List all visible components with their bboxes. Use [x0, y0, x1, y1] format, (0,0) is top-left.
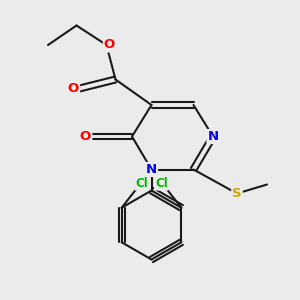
- Text: S: S: [232, 187, 242, 200]
- Text: N: N: [146, 163, 157, 176]
- Text: N: N: [207, 130, 219, 143]
- Text: Cl: Cl: [155, 177, 168, 190]
- Text: Cl: Cl: [135, 177, 148, 190]
- Text: O: O: [104, 38, 115, 52]
- Text: O: O: [80, 130, 91, 143]
- Text: O: O: [68, 82, 79, 95]
